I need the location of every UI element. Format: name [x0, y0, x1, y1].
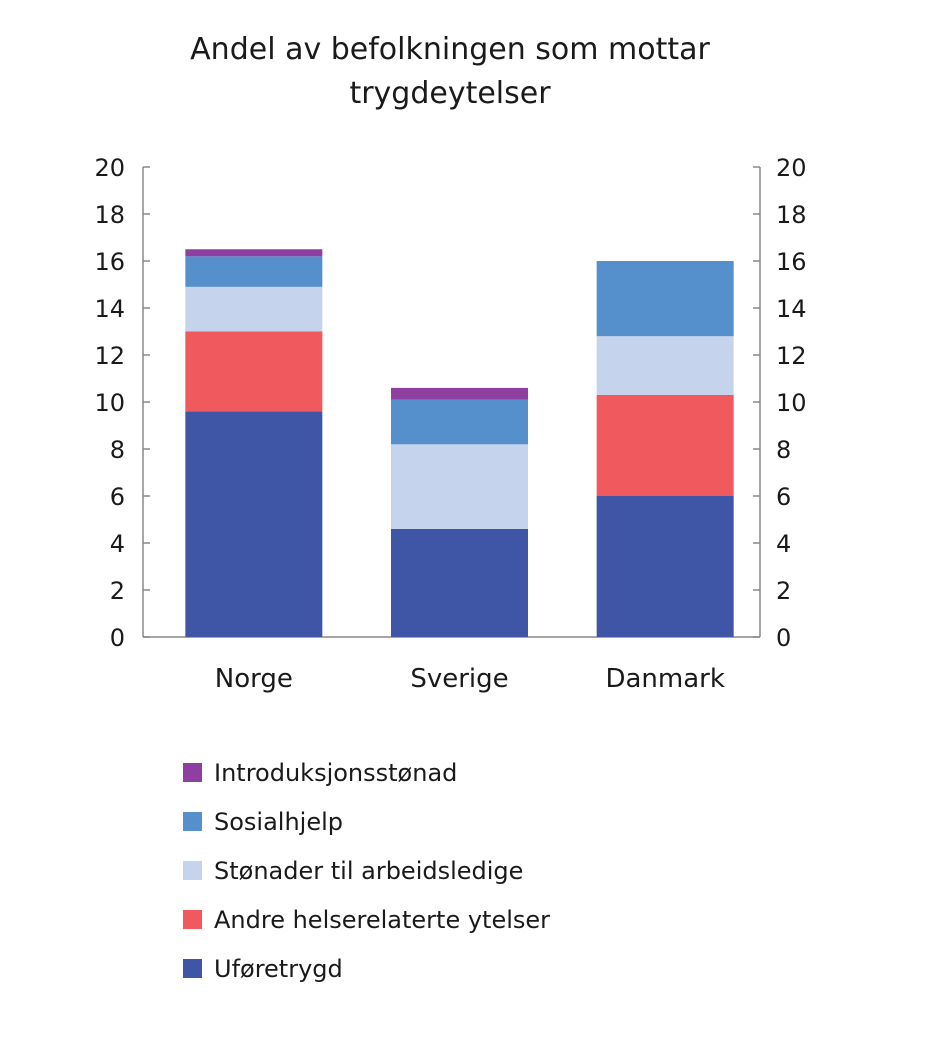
- right-tick-label: 12: [776, 342, 807, 370]
- bar-segment: [185, 411, 323, 637]
- legend-label: Sosialhjelp: [214, 807, 344, 836]
- left-tick-label: 6: [110, 483, 125, 511]
- chart-title-line-2: trygdeytelser: [349, 76, 551, 111]
- stacked-bar-chart: 0 0 2 2 4 4 6 6 8 8 10 10 12 12 14 14 16 16 18 18 20 20 Norge S…: [94, 154, 807, 694]
- bar-segment: [185, 331, 323, 412]
- legend-label: Andre helserelaterte ytelser: [214, 905, 551, 934]
- legend-swatch: [183, 763, 202, 782]
- left-tick-label: 14: [94, 295, 125, 323]
- bar-segment: [596, 261, 734, 337]
- right-tick-label: 20: [776, 154, 807, 182]
- left-tick-label: 18: [94, 201, 125, 229]
- legend-item: Stønader til arbeidsledige: [183, 846, 550, 895]
- right-tick-label: 16: [776, 248, 807, 276]
- legend-item: Uføretrygd: [183, 944, 550, 993]
- legend-swatch: [183, 910, 202, 929]
- right-tick-label: 0: [776, 624, 791, 652]
- left-tick-label: 10: [94, 389, 125, 417]
- bar-segment: [596, 394, 734, 496]
- bar-segment: [596, 496, 734, 637]
- legend-swatch: [183, 959, 202, 978]
- legend-swatch: [183, 812, 202, 831]
- left-tick-label: 20: [94, 154, 125, 182]
- right-tick-label: 4: [776, 530, 791, 558]
- legend-label: Uføretrygd: [214, 954, 343, 983]
- bar-segment: [391, 387, 528, 400]
- right-tick-label: 14: [776, 295, 807, 323]
- legend-item: Introduksjonsstønad: [183, 748, 550, 797]
- legend-label: Stønader til arbeidsledige: [214, 856, 524, 885]
- right-tick-label: 6: [776, 483, 791, 511]
- chart-title-line-1: Andel av befolkningen som mottar: [190, 32, 710, 67]
- bar-segment: [391, 444, 528, 529]
- left-tick-label: 0: [110, 624, 125, 652]
- right-tick-label: 2: [776, 577, 791, 605]
- left-tick-label: 12: [94, 342, 125, 370]
- left-tick-label: 8: [110, 436, 125, 464]
- bar-segment: [185, 249, 323, 257]
- category-label: Norge: [215, 664, 293, 694]
- right-tick-label: 10: [776, 389, 807, 417]
- bar-segment: [185, 256, 323, 287]
- left-tick-label: 4: [110, 530, 125, 558]
- right-tick-label: 18: [776, 201, 807, 229]
- bar-segment: [391, 528, 528, 637]
- legend: Introduksjonsstønad Sosialhjelp Stønader t…: [183, 748, 550, 993]
- category-label: Danmark: [605, 664, 724, 694]
- legend-item: Sosialhjelp: [183, 797, 550, 846]
- right-tick-label: 8: [776, 436, 791, 464]
- bar-segment: [391, 399, 528, 445]
- left-tick-label: 16: [94, 248, 125, 276]
- category-label: Sverige: [410, 664, 508, 694]
- legend-item: Andre helserelaterte ytelser: [183, 895, 550, 944]
- legend-label: Introduksjonsstønad: [214, 758, 458, 787]
- bar-segment: [596, 336, 734, 395]
- bar-segment: [185, 286, 323, 332]
- chart-title: Andel av befolkningen som mottar trygdey…: [0, 28, 900, 116]
- legend-swatch: [183, 861, 202, 880]
- left-tick-label: 2: [110, 577, 125, 605]
